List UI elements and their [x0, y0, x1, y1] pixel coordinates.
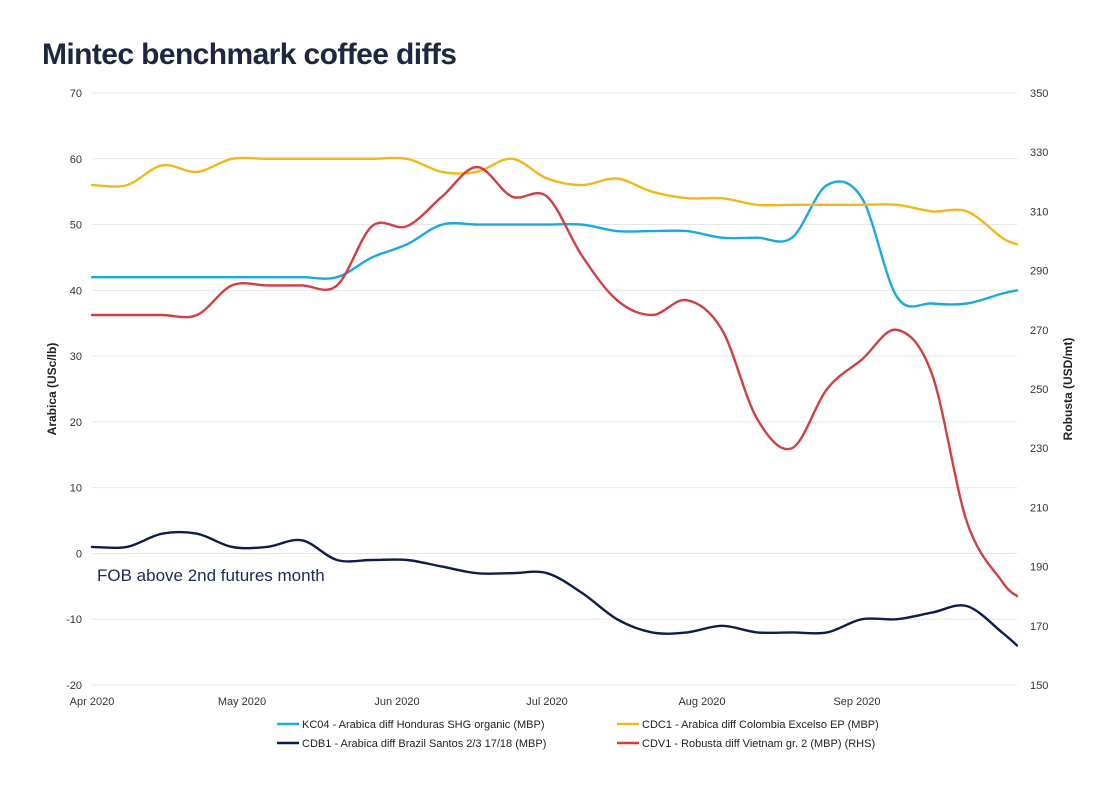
legend: KC04 - Arabica diff Honduras SHG organic…: [277, 719, 879, 750]
x-axis-ticks: Apr 2020 May 2020 Jun 2020 Jul 2020 Aug 2020…: [70, 696, 881, 708]
left-tick-label: -20: [66, 680, 82, 692]
kc04-series-line: [90, 180, 1019, 308]
left-tick-label: 30: [70, 351, 82, 363]
left-tick-label: 20: [70, 417, 82, 429]
legend-label: CDB1 - Arabica diff Brazil Santos 2/3 17…: [302, 738, 546, 750]
cdb1-series-line: [90, 530, 1019, 647]
left-axis-label: Arabica (USc/lb): [45, 343, 59, 436]
series-lines: [90, 156, 1019, 647]
left-tick-label: 10: [70, 483, 82, 495]
x-tick-label: Aug 2020: [678, 696, 725, 708]
left-tick-label: 70: [70, 88, 82, 100]
x-tick-label: May 2020: [218, 696, 266, 708]
right-tick-label: 230: [1030, 443, 1048, 455]
x-tick-label: Jul 2020: [526, 696, 568, 708]
cdc1-series-line: [90, 156, 1019, 246]
left-tick-label: 40: [70, 285, 82, 297]
right-tick-label: 290: [1030, 266, 1048, 278]
cdv1-series-line: [90, 165, 1019, 598]
right-tick-label: 350: [1030, 88, 1048, 100]
right-tick-label: 310: [1030, 206, 1048, 218]
legend-label: KC04 - Arabica diff Honduras SHG organic…: [302, 719, 545, 731]
right-axis-label: Robusta (USD/mt): [1061, 338, 1075, 441]
left-tick-label: 60: [70, 154, 82, 166]
right-axis-ticks: 350 330 310 290 270 250 230 210 190 170 150: [1030, 88, 1048, 692]
chart-title: Mintec benchmark coffee diffs: [42, 38, 457, 71]
annotation-text: FOB above 2nd futures month: [97, 566, 325, 585]
right-tick-label: 330: [1030, 147, 1048, 159]
right-tick-label: 190: [1030, 562, 1048, 574]
left-tick-label: 50: [70, 220, 82, 232]
right-tick-label: 150: [1030, 680, 1048, 692]
left-tick-label: 0: [76, 548, 82, 560]
legend-item-cdb1: CDB1 - Arabica diff Brazil Santos 2/3 17…: [277, 738, 546, 750]
right-tick-label: 170: [1030, 621, 1048, 633]
right-tick-label: 210: [1030, 502, 1048, 514]
left-axis-ticks: 70 60 50 40 30 20 10 0 -10 -20: [66, 88, 82, 692]
x-tick-label: Apr 2020: [70, 696, 115, 708]
left-tick-label: -10: [66, 614, 82, 626]
legend-item-cdc1: CDC1 - Arabica diff Colombia Excelso EP …: [617, 719, 879, 731]
legend-label: CDC1 - Arabica diff Colombia Excelso EP …: [642, 719, 879, 731]
right-tick-label: 270: [1030, 325, 1048, 337]
x-tick-label: Sep 2020: [833, 696, 880, 708]
x-tick-label: Jun 2020: [374, 696, 419, 708]
legend-item-kc04: KC04 - Arabica diff Honduras SHG organic…: [277, 719, 545, 731]
legend-label: CDV1 - Robusta diff Vietnam gr. 2 (MBP) …: [642, 738, 875, 750]
right-tick-label: 250: [1030, 384, 1048, 396]
legend-item-cdv1: CDV1 - Robusta diff Vietnam gr. 2 (MBP) …: [617, 738, 875, 750]
